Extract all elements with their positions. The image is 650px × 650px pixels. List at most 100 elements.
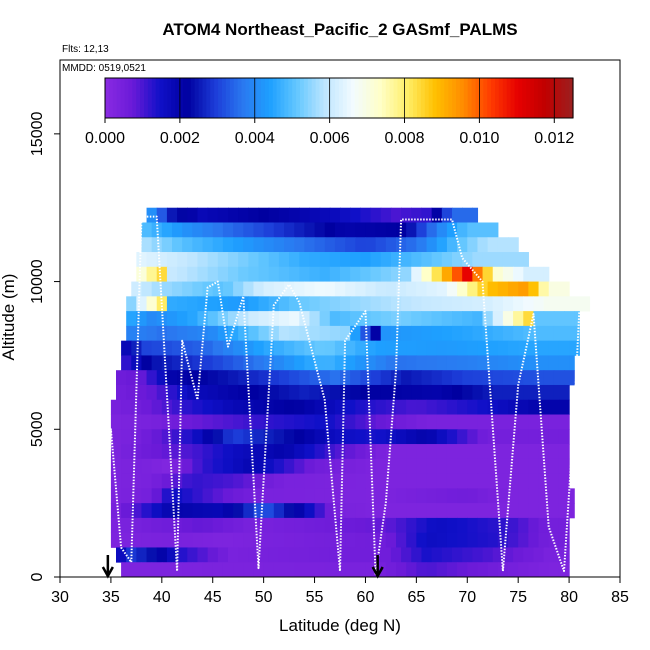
heatmap-cell xyxy=(309,311,321,327)
heatmap-cell xyxy=(304,237,316,253)
heatmap-cell xyxy=(340,296,351,312)
heatmap-cell xyxy=(121,340,132,356)
heatmap-cell xyxy=(406,355,417,371)
heatmap-cell xyxy=(513,547,524,563)
heatmap-cell xyxy=(487,237,499,253)
heatmap-cell xyxy=(207,266,219,282)
heatmap-cell xyxy=(248,207,260,223)
heatmap-cell xyxy=(141,503,153,519)
colorbar-swatch xyxy=(186,78,192,118)
heatmap-cell xyxy=(197,325,209,342)
heatmap-cell xyxy=(421,384,433,401)
heatmap-cell xyxy=(222,281,234,297)
x-tick-label: 85 xyxy=(611,589,629,606)
heatmap-cell xyxy=(360,384,372,401)
heatmap-cell xyxy=(543,296,555,312)
colorbar-swatch xyxy=(311,78,317,118)
heatmap-cell xyxy=(156,266,168,282)
heatmap-cell xyxy=(487,281,499,297)
heatmap-cell xyxy=(284,517,295,534)
heatmap-cell xyxy=(136,266,148,282)
heatmap-cell xyxy=(146,266,158,282)
heatmap-cell xyxy=(472,266,484,282)
heatmap-cell xyxy=(553,296,565,312)
heatmap-cell xyxy=(518,414,529,430)
heatmap-cell xyxy=(284,429,295,445)
heatmap-cell xyxy=(294,429,305,445)
heatmap-cell xyxy=(217,311,229,327)
heatmap-cell xyxy=(467,562,479,578)
colorbar-swatch xyxy=(479,78,484,118)
heatmap-cell xyxy=(258,207,270,223)
heatmap-cell xyxy=(314,503,326,519)
heatmap-cell xyxy=(284,503,295,519)
heatmap-cell xyxy=(350,370,361,386)
heatmap-cell xyxy=(151,399,163,415)
heatmap-cell xyxy=(151,429,163,445)
heatmap-cell xyxy=(385,532,397,548)
heatmap-cell xyxy=(253,517,265,534)
colorbar-swatch xyxy=(331,78,336,118)
heatmap-cell xyxy=(355,399,367,415)
heatmap-cell xyxy=(477,355,489,371)
heatmap-cell xyxy=(487,340,499,356)
heatmap-cell xyxy=(192,237,204,253)
heatmap-cell xyxy=(243,429,255,445)
heatmap-cell xyxy=(533,311,545,327)
heatmap-cell xyxy=(212,222,224,238)
heatmap-cell xyxy=(564,296,575,312)
heatmap-cell xyxy=(197,252,209,268)
heatmap-cell xyxy=(294,517,305,534)
heatmap-cell xyxy=(421,311,433,327)
heatmap-cell xyxy=(462,370,473,386)
heatmap-cell xyxy=(217,266,229,282)
heatmap-cell xyxy=(294,458,305,474)
heatmap-cell xyxy=(182,222,193,238)
heatmap-cell xyxy=(324,517,336,534)
heatmap-cell xyxy=(543,370,555,386)
heatmap-cell xyxy=(207,207,219,223)
heatmap-cell xyxy=(334,503,346,519)
heatmap-cell xyxy=(172,473,183,489)
colorbar-swatch xyxy=(448,78,453,118)
heatmap-cell xyxy=(217,325,229,342)
heatmap-cell xyxy=(166,325,178,342)
heatmap-cell xyxy=(131,503,143,519)
heatmap-cell xyxy=(273,488,285,504)
heatmap-cell xyxy=(436,429,448,445)
colorbar-swatch xyxy=(288,78,293,118)
y-tick-label: 10000 xyxy=(29,259,46,304)
heatmap-cell xyxy=(304,444,316,460)
heatmap-cell xyxy=(355,517,367,534)
heatmap-cell xyxy=(355,355,367,371)
heatmap-cell xyxy=(436,458,448,474)
heatmap-cell xyxy=(334,517,346,534)
heatmap-cell xyxy=(441,207,453,223)
heatmap-cell xyxy=(212,281,224,297)
heatmap-cell xyxy=(457,517,468,534)
colorbar-swatch xyxy=(210,78,215,118)
heatmap-cell xyxy=(233,399,244,415)
heatmap-cell xyxy=(151,488,163,504)
heatmap-cell xyxy=(253,503,265,519)
heatmap-cell xyxy=(538,517,550,534)
heatmap-cell xyxy=(380,311,392,327)
heatmap-cell xyxy=(314,473,326,489)
heatmap-cell xyxy=(345,458,356,474)
heatmap-cell xyxy=(253,488,265,504)
heatmap-cell xyxy=(263,517,275,534)
heatmap-cell xyxy=(166,384,178,401)
heatmap-cell xyxy=(487,399,499,415)
heatmap-cell xyxy=(370,311,382,327)
heatmap-cell xyxy=(446,237,458,253)
heatmap-cell xyxy=(426,399,438,415)
heatmap-cell xyxy=(487,532,499,548)
colorbar-swatch xyxy=(108,78,114,118)
heatmap-cell xyxy=(497,517,509,534)
heatmap-cell xyxy=(238,207,249,223)
heatmap-cell xyxy=(497,340,509,356)
heatmap-cell xyxy=(385,562,397,578)
heatmap-cell xyxy=(263,340,275,356)
heatmap-cell xyxy=(436,355,448,371)
heatmap-cell xyxy=(217,296,229,312)
